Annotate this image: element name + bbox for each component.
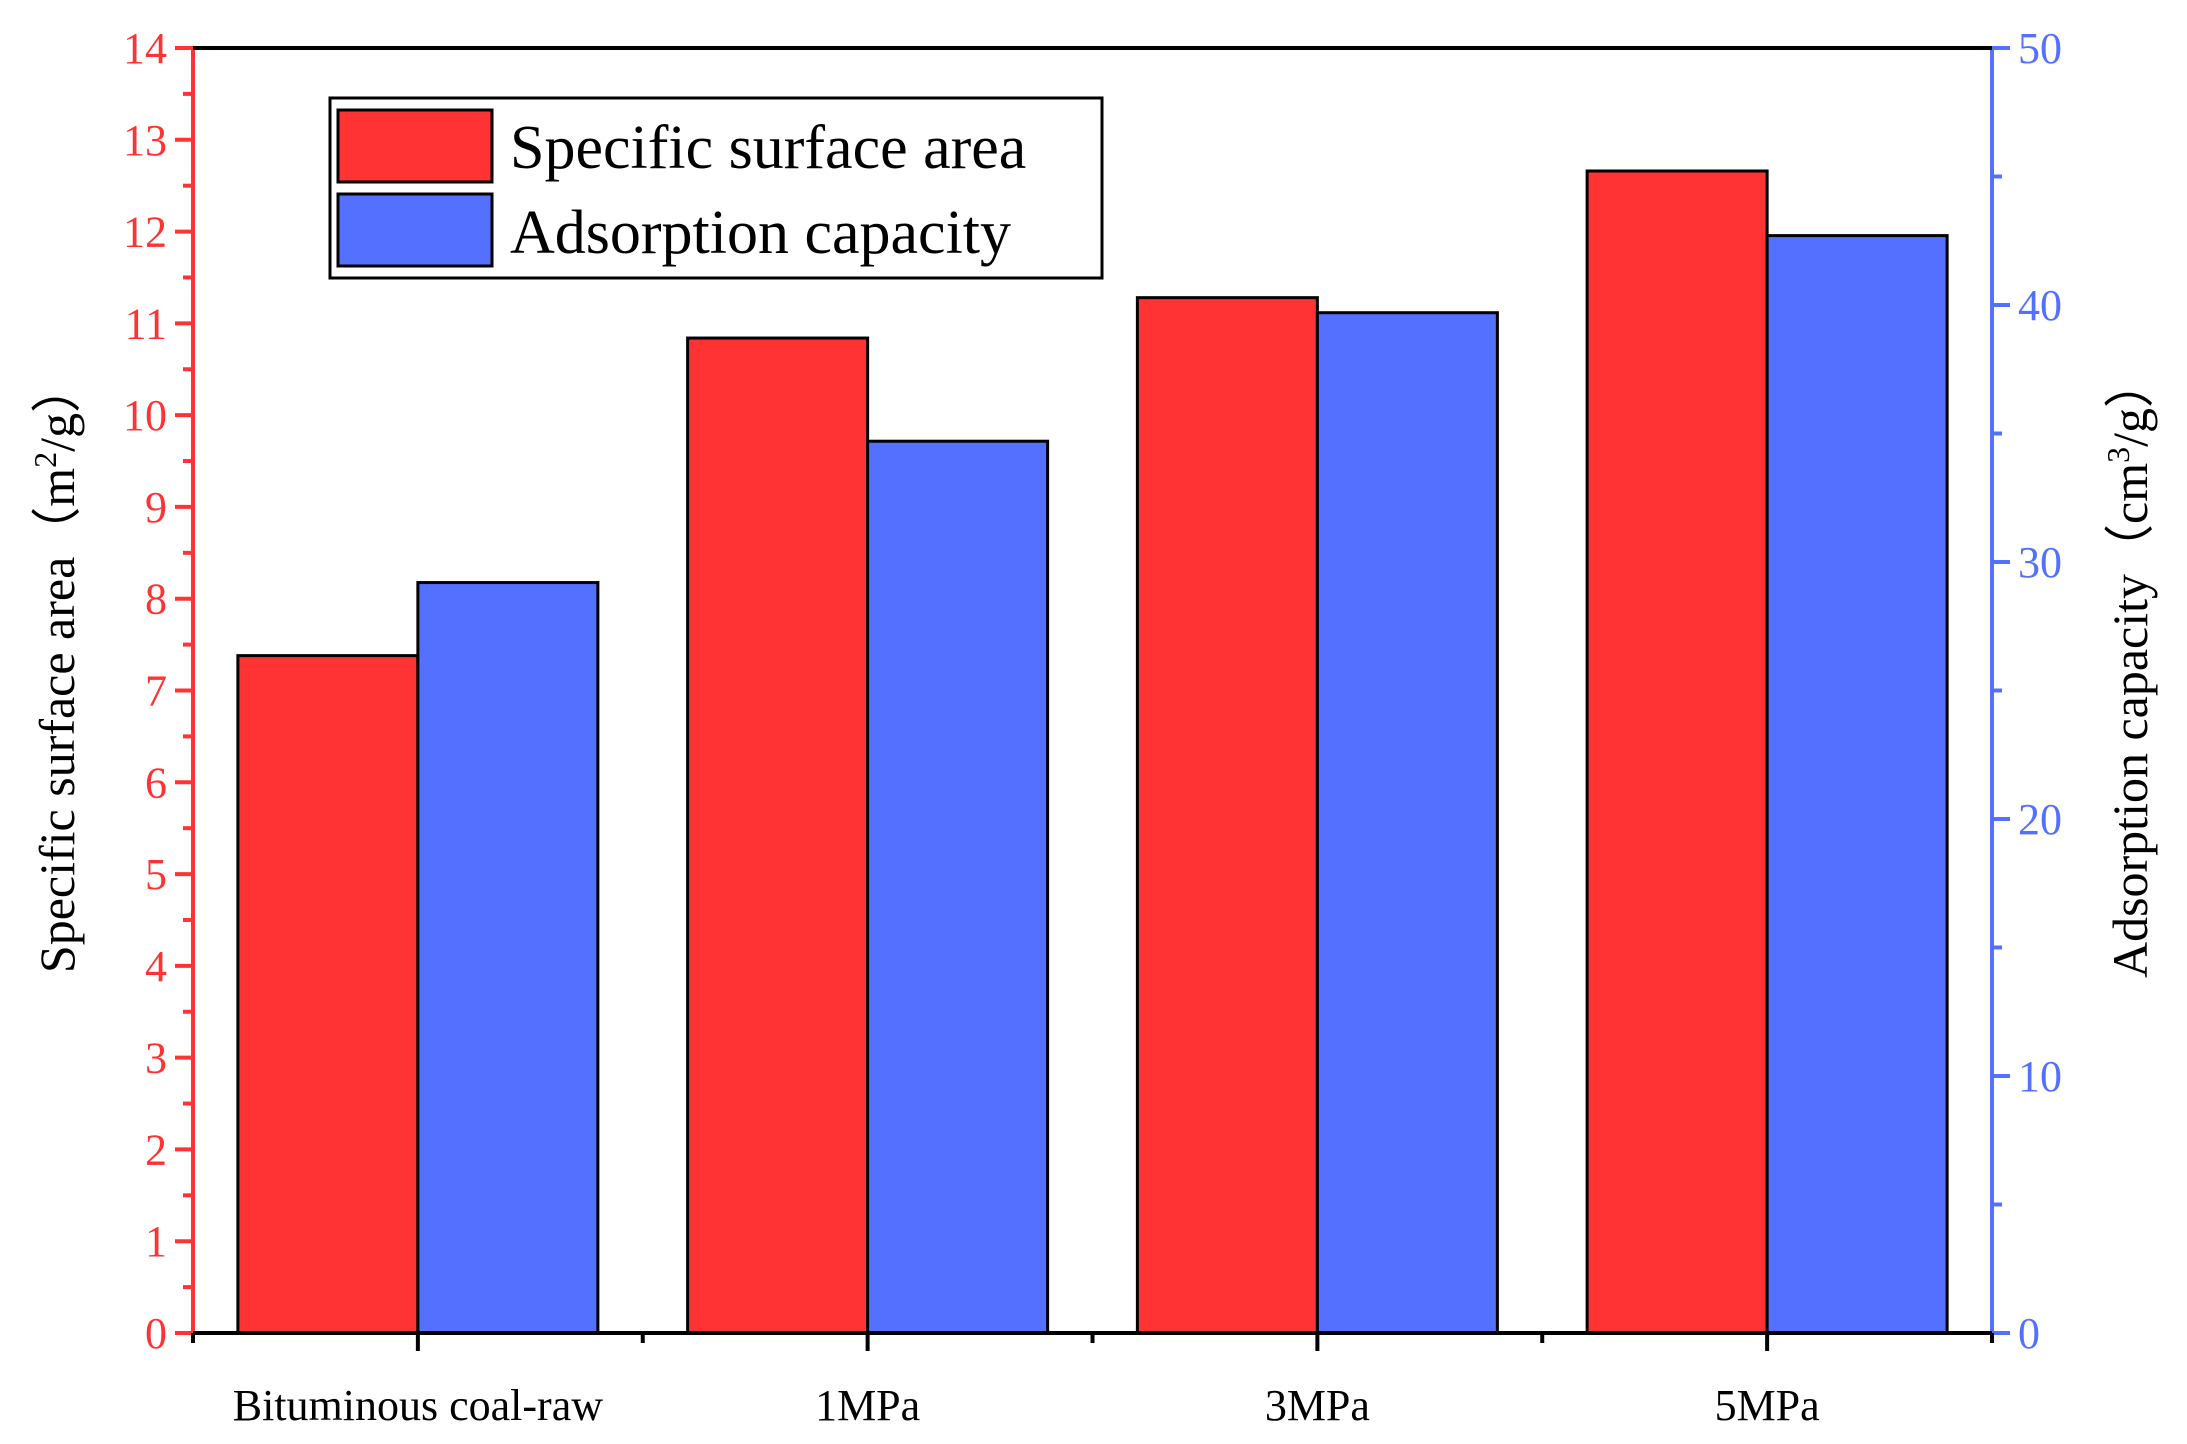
legend-swatch-adsorption-capacity bbox=[336, 192, 494, 268]
bar-adsorption-capacity-bituminous-coal-raw bbox=[416, 581, 600, 1335]
left-axis-title-unit-close: /g） bbox=[29, 363, 85, 452]
x-axis-tick-label-5mpa: 5MPa bbox=[1715, 1381, 1820, 1430]
legend-label-specific-surface-area: Specific surface area bbox=[510, 114, 1026, 182]
right-axis-tick-label: 50 bbox=[2018, 24, 2062, 73]
right-axis-tick-label: 30 bbox=[2018, 538, 2062, 587]
left-axis-tick-label: 5 bbox=[145, 850, 167, 899]
x-axis-tick-label-bituminous-coal-raw: Bituminous coal-raw bbox=[233, 1381, 603, 1430]
right-axis-tick-label: 0 bbox=[2018, 1309, 2040, 1358]
left-axis-tick-label: 4 bbox=[145, 942, 167, 991]
axes-layer bbox=[175, 46, 2010, 1351]
left-axis-tick-label: 14 bbox=[123, 24, 167, 73]
left-axis-tick-label: 6 bbox=[145, 758, 167, 807]
legend: Specific surface area Adsorption capacit… bbox=[328, 96, 1104, 280]
right-axis-title-unit-open: （cm bbox=[2102, 463, 2158, 574]
right-axis-tick-label: 40 bbox=[2018, 281, 2062, 330]
left-axis-tick-label: 3 bbox=[145, 1034, 167, 1083]
left-axis-title: Specific surface area（m2/g） bbox=[27, 363, 85, 973]
right-axis-title: Adsorption capacity（cm3/g） bbox=[2100, 358, 2158, 978]
bar-adsorption-capacity-5mpa bbox=[1765, 234, 1949, 1335]
left-axis-tick-label: 12 bbox=[123, 208, 167, 257]
bar-specific-surface-area-bituminous-coal-raw bbox=[236, 654, 420, 1335]
left-axis-tick-label: 13 bbox=[123, 116, 167, 165]
bar-specific-surface-area-3mpa bbox=[1135, 296, 1319, 1335]
labels-layer: 0123456789101112131401020304050Bituminou… bbox=[123, 24, 2062, 1430]
x-axis-tick-label-3mpa: 3MPa bbox=[1265, 1381, 1370, 1430]
left-axis-tick-label: 10 bbox=[123, 391, 167, 440]
right-axis-tick-label: 20 bbox=[2018, 795, 2062, 844]
left-axis-title-unit-sup: 2 bbox=[27, 452, 63, 468]
right-axis-tick-label: 10 bbox=[2018, 1052, 2062, 1101]
bar-specific-surface-area-5mpa bbox=[1585, 169, 1769, 1335]
legend-swatch-specific-surface-area bbox=[336, 108, 494, 184]
bar-specific-surface-area-1mpa bbox=[686, 336, 870, 1335]
left-axis-tick-label: 2 bbox=[145, 1125, 167, 1174]
bar-adsorption-capacity-3mpa bbox=[1315, 311, 1499, 1335]
left-axis-tick-label: 8 bbox=[145, 575, 167, 624]
left-axis-tick-label: 9 bbox=[145, 483, 167, 532]
bars-layer bbox=[236, 169, 1949, 1335]
right-axis-title-unit-close: /g） bbox=[2102, 358, 2158, 447]
left-axis-tick-label: 0 bbox=[145, 1309, 167, 1358]
left-axis-tick-label: 1 bbox=[145, 1217, 167, 1266]
left-axis-tick-label: 11 bbox=[125, 299, 167, 348]
bar-adsorption-capacity-1mpa bbox=[866, 439, 1050, 1335]
left-axis-title-label: Specific surface area bbox=[29, 557, 85, 973]
left-axis-title-unit-open: （m bbox=[29, 468, 85, 557]
x-axis-tick-label-1mpa: 1MPa bbox=[815, 1381, 920, 1430]
legend-label-adsorption-capacity: Adsorption capacity bbox=[510, 199, 1011, 267]
right-axis-title-unit-sup: 3 bbox=[2100, 447, 2136, 463]
right-axis-title-label: Adsorption capacity bbox=[2102, 574, 2158, 978]
left-axis-tick-label: 7 bbox=[145, 667, 167, 716]
